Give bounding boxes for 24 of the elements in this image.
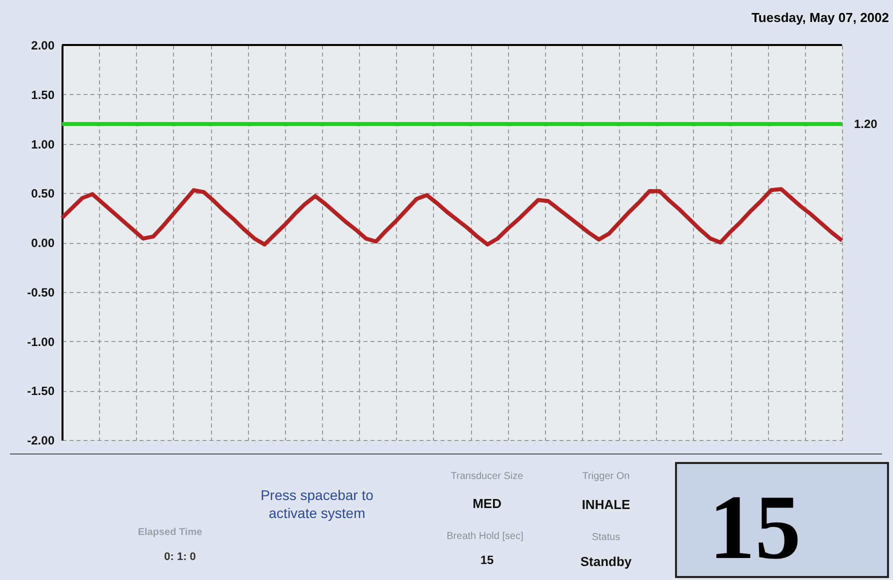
y-tick-label: 2.00 [31,38,55,52]
y-tick-label: -1.00 [27,334,55,349]
text: 15 [709,476,801,578]
line-series [60,187,844,246]
text: Standby [580,554,632,569]
y-tick-label: 0.50 [31,186,55,201]
text: MED [472,496,502,511]
text: Status [592,532,620,543]
y-tick-label: 1.50 [31,88,55,102]
ref-line-label: 1.20 [854,117,878,131]
text: 15 [480,553,494,567]
y-tick-label: -1.50 [27,384,55,398]
chart-title: Tuesday, May 07, 2002 [751,10,889,25]
y-tick-label: -2.00 [27,434,55,448]
text: Elapsed Time [138,527,203,538]
y-tick-label: -0.50 [27,285,55,300]
text: 0: 1: 0 [164,551,196,563]
text: INHALE [582,497,631,512]
text: Breath Hold [sec] [446,531,524,542]
y-tick-label: 0.00 [31,236,55,250]
text: Transducer Size [450,471,524,482]
text: Press spacebar to activate system [260,487,374,521]
text: Trigger On [582,471,630,482]
y-tick-label: 1.00 [31,137,55,152]
